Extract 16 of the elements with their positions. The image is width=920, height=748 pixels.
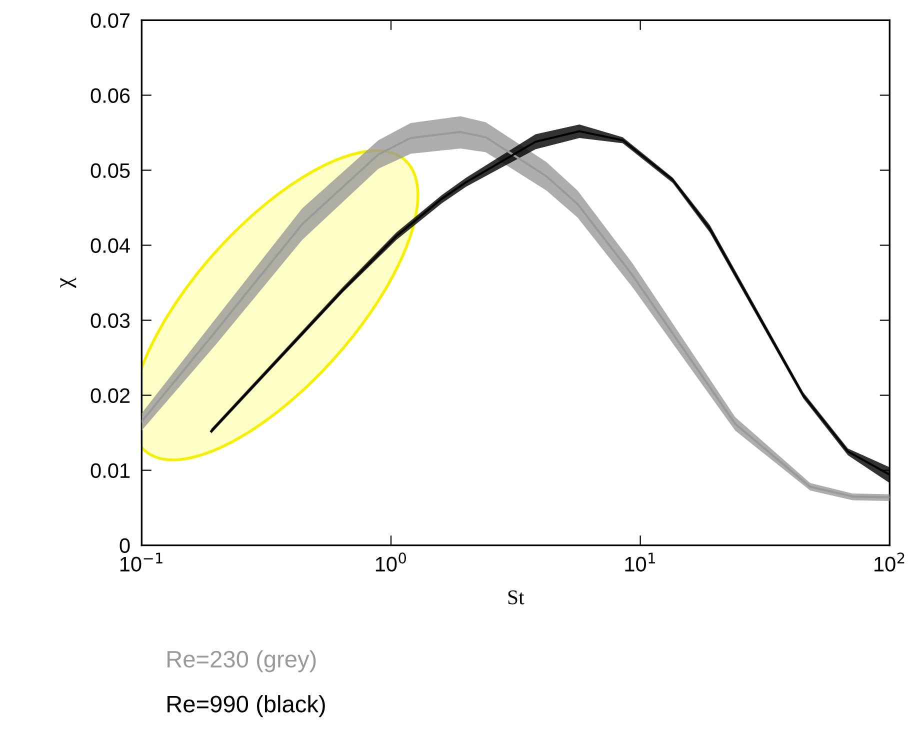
y-tick-label: 0.01 [90, 463, 130, 478]
y-tick-label: 0.04 [90, 238, 130, 253]
text: Re=990 (black) [168, 695, 325, 718]
y-tick-label: 0 [120, 538, 130, 554]
x-tick-label: 10$^{1}$ [625, 552, 655, 572]
y-tick-label: 0.02 [90, 388, 130, 404]
y-tick-label: 0.03 [90, 313, 130, 328]
y-tick-label: 0.06 [90, 88, 130, 103]
x-tick-label: 10$^{−1}$ [120, 552, 162, 572]
y-tick-label: 0.07 [90, 13, 130, 28]
y-axis-title: χ [60, 278, 76, 288]
text: Re=230 (grey) [168, 650, 316, 672]
x-tick-label: 10$^{0}$ [376, 552, 406, 572]
y-tick-label: 0.05 [90, 163, 130, 178]
x-axis-title: St [508, 590, 524, 604]
x-tick-label: 10$^{2}$ [874, 552, 904, 572]
